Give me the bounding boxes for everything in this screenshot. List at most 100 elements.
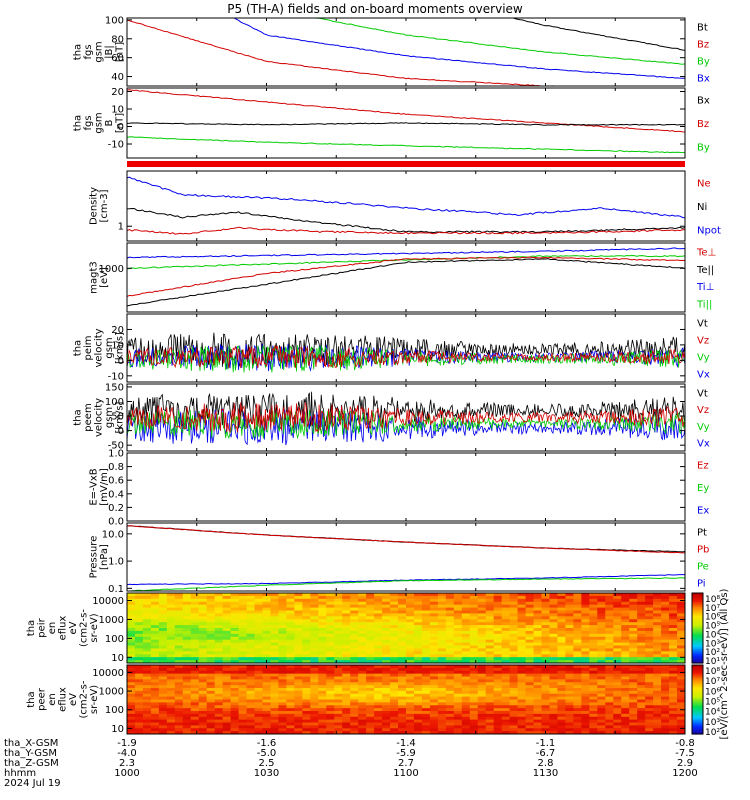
heatmap-cell [238,679,248,683]
heatmap-cell [589,690,598,695]
heatmap-cell [461,648,471,652]
heatmap-cell [150,728,160,732]
heatmap-cell [150,693,160,698]
heatmap-cell [214,670,224,675]
series-line-fgs_comp-Bx [127,122,685,126]
heatmap-cell [525,673,535,678]
heatmap-cell [669,679,678,683]
heatmap-cell [573,619,582,623]
heatmap-cell [429,657,439,661]
heatmap-cell [621,619,630,623]
heatmap-cell [270,670,280,675]
heatmap-cell [302,702,311,706]
colorbar-step [692,633,703,636]
heatmap-cell [302,719,311,724]
heatmap-cell [134,696,144,701]
heatmap-cell [485,651,495,655]
heatmap-cell [406,676,415,680]
heatmap-cell [525,598,535,603]
heatmap-cell [127,607,136,612]
colorbar-step [692,675,703,678]
heatmap-cell [549,595,559,600]
heatmap-cell [318,670,327,675]
heatmap-cell [429,622,439,626]
heatmap-cell [310,731,319,734]
heatmap-cell [358,593,367,597]
heatmap-cell [477,636,487,641]
heatmap-cell [605,616,614,620]
heatmap-cell [350,642,359,647]
heatmap-cell [477,722,487,726]
y-axis-label-line: fgs [83,115,94,130]
heatmap-cell [206,639,216,644]
heatmap-cell [214,595,224,600]
heatmap-cell [246,711,256,715]
heatmap-cell [573,699,582,703]
panel-frame [126,452,686,522]
heatmap-cell [350,595,359,600]
heatmap-cell [350,688,359,692]
heatmap-cell [238,625,248,629]
heatmap-cell [533,696,543,701]
heatmap-cell [166,595,176,600]
heatmap-cell [390,690,399,695]
heatmap-cell [669,685,678,689]
heatmap-cell [573,622,582,626]
heatmap-cell [358,598,367,603]
heatmap-cell [206,595,216,600]
heatmap-cell [613,679,622,683]
heatmap-cell [398,604,407,609]
colorbar-tick-label: 10⁵ [705,622,720,632]
heatmap-cell [190,622,200,626]
heatmap-cell [174,645,184,650]
heatmap-cell [198,725,208,729]
heatmap-cell [437,613,447,617]
heatmap-cell [174,648,184,652]
heatmap-cell [382,628,391,632]
heatmap-cell [142,693,152,698]
y-axis-label-line: gsm [104,337,115,358]
heatmap-cell [637,673,646,678]
heatmap-cell [637,725,646,729]
heatmap-cell [206,705,216,709]
heatmap-cell [158,607,168,612]
heatmap-cell [286,648,295,652]
heatmap-cell [661,598,670,603]
heatmap-cell [278,619,288,623]
heatmap-cell [334,725,343,729]
y-tick-label: 60 [111,53,124,64]
heatmap-cell [246,699,256,703]
heatmap-cell [350,613,359,617]
heatmap-cell [565,607,574,612]
heatmap-cell [254,702,264,706]
heatmap-cell [469,690,479,695]
heatmap-cell [190,670,200,675]
heatmap-cell [254,593,264,597]
y-tick-label: 10 [111,105,124,116]
colorbar-frame [691,592,704,664]
heatmap-cell [366,654,375,658]
heatmap-cell [134,725,144,729]
heatmap-cell [653,702,662,706]
heatmap-cell [158,601,168,606]
heatmap-cell [294,651,303,655]
heatmap-cell [533,731,543,734]
heatmap-cell [134,622,144,626]
heatmap-cell [158,645,168,650]
legend-entry-fgs_mag: By [697,57,710,68]
heatmap-cell [605,722,614,726]
heatmap-cell [605,719,614,724]
heatmap-cell [374,731,383,734]
heatmap-cell [366,625,375,629]
heatmap-cell [413,665,423,669]
heatmap-cell [573,719,582,724]
heatmap-cell [517,628,527,632]
heatmap-cell [621,713,630,718]
heatmap-cell [525,702,535,706]
heatmap-cell [653,619,662,623]
heatmap-cell [318,613,327,617]
heatmap-cell [174,651,184,655]
y-axis-label-line: E=-VxB [88,468,99,505]
heatmap-cell [166,636,176,641]
heatmap-cell [326,616,335,620]
